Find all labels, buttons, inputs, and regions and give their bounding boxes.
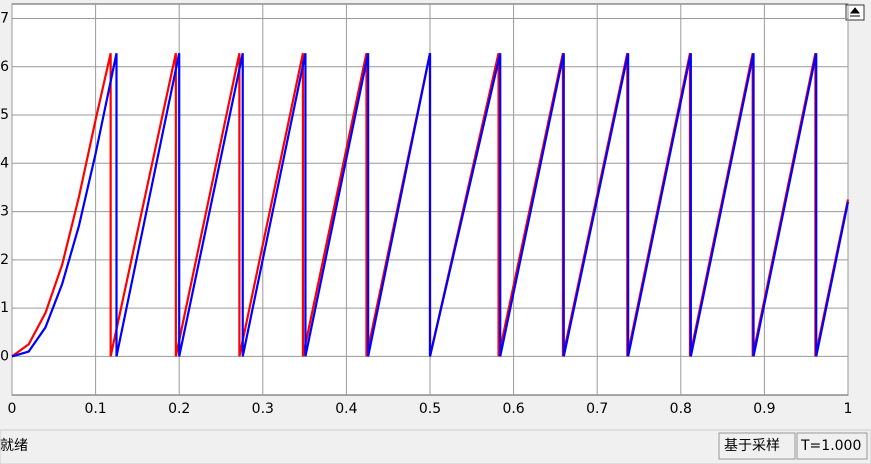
status-text: 就绪: [0, 438, 28, 454]
y-tick-label: 0: [0, 348, 9, 364]
x-tick-label: 1: [844, 401, 853, 417]
y-tick-label: 1: [0, 300, 9, 316]
dock-button[interactable]: [845, 4, 865, 21]
x-tick-label: 0.5: [419, 401, 441, 417]
x-tick-label: 0.4: [335, 401, 357, 417]
mode-box: [718, 432, 796, 460]
y-tick-label: 7: [0, 10, 9, 26]
time-text: T=1.000: [800, 438, 861, 454]
x-tick-label: 0.6: [502, 401, 524, 417]
y-tick-label: 4: [0, 155, 9, 171]
mode-text: 基于采样: [724, 437, 780, 454]
y-tick-label: 3: [0, 204, 9, 220]
y-tick-label: 5: [0, 107, 9, 123]
y-tick-label: 6: [0, 59, 9, 75]
time-box: [796, 432, 868, 460]
series-line: [11, 52, 850, 358]
x-tick-label: 0.7: [586, 401, 608, 417]
x-tick-label: 0.3: [252, 401, 274, 417]
x-tick-label: 0.2: [168, 401, 190, 417]
y-tick-label: 2: [0, 252, 9, 268]
x-tick-label: 0.9: [753, 401, 775, 417]
x-tick-label: 0.1: [84, 401, 106, 417]
x-tick-label: 0.8: [670, 401, 692, 417]
x-tick-label: 0: [8, 401, 17, 417]
